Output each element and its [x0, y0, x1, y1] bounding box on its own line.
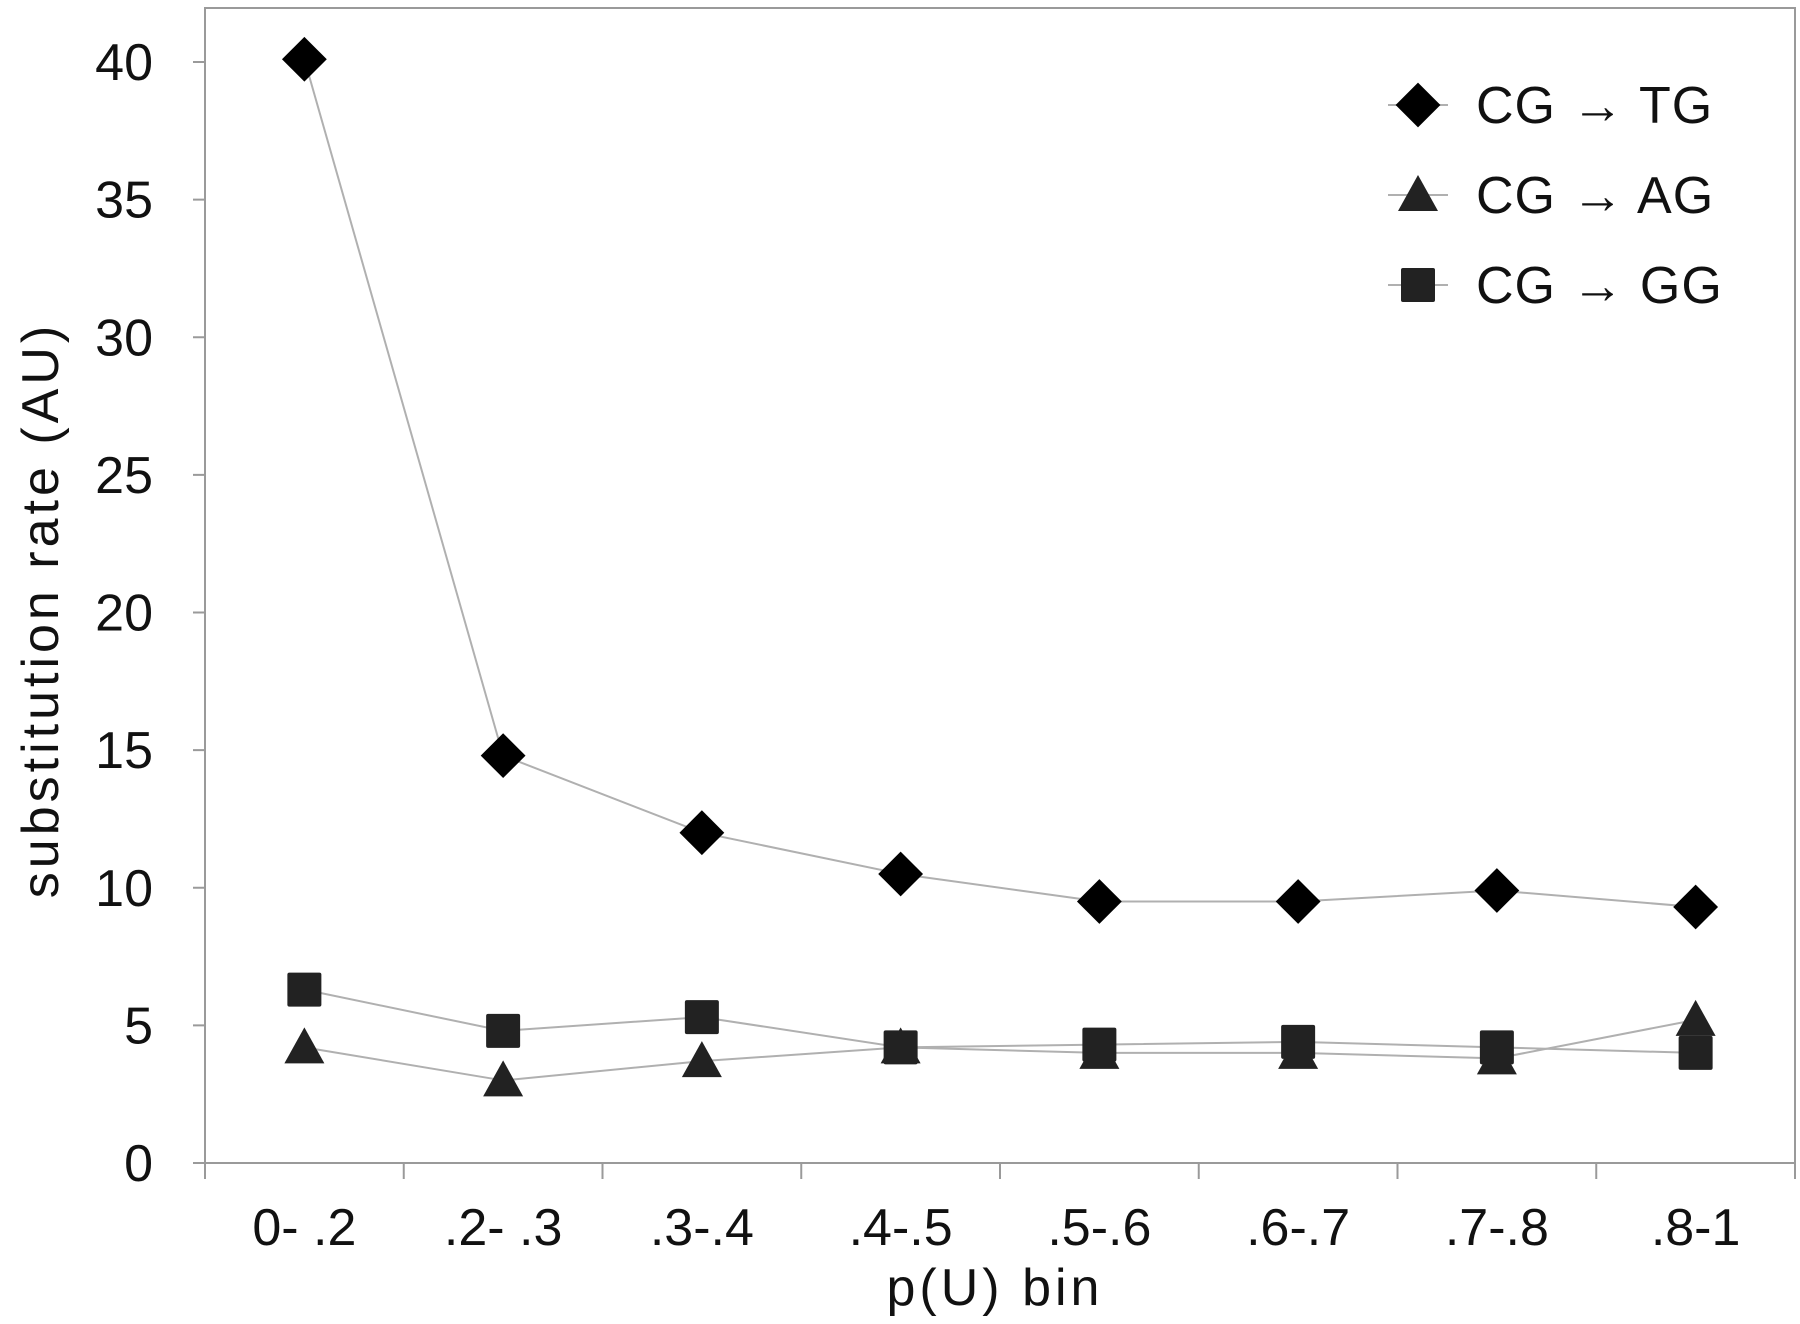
- y-tick-label: 40: [95, 34, 153, 92]
- series-line: [304, 988, 1696, 1054]
- triangle-point: [1675, 999, 1716, 1036]
- legend-label: CG → AG: [1476, 167, 1714, 225]
- y-tick-label: 5: [124, 997, 153, 1055]
- square-point: [1479, 1030, 1514, 1065]
- y-tick-label: 15: [95, 722, 153, 780]
- legend-square-marker: [1401, 268, 1435, 302]
- y-tick-label: 20: [95, 585, 153, 643]
- x-tick-label: .4-.5: [849, 1199, 953, 1257]
- y-tick-label: 35: [95, 172, 153, 230]
- x-axis-label: p(U) bin: [887, 1259, 1104, 1317]
- y-axis-ticks: 0 5 10 15 20 25 30 35 40: [95, 34, 205, 1193]
- x-tick-label: .8-1: [1651, 1199, 1741, 1257]
- square-point: [1678, 1035, 1713, 1070]
- diamond-point: [1076, 879, 1122, 924]
- diamond-point: [281, 36, 327, 82]
- x-tick-label: 0- .2: [252, 1199, 356, 1257]
- diamond-point: [480, 733, 526, 779]
- x-tick-label: .3-.4: [650, 1199, 754, 1257]
- diamond-point: [1275, 879, 1321, 924]
- square-point: [287, 972, 322, 1007]
- series-line: [303, 58, 1696, 909]
- square-point: [1082, 1027, 1117, 1062]
- diamond-point: [679, 810, 725, 856]
- legend-diamond-marker: [1395, 82, 1441, 128]
- legend-label: CG → TG: [1476, 77, 1713, 135]
- square-point: [1281, 1024, 1316, 1059]
- y-tick-label: 0: [124, 1135, 153, 1193]
- series-layer: [281, 36, 1719, 1097]
- x-axis-ticks: 0- .2 .2- .3 .3-.4 .4-.5 .5-.6 .6-.7 .7-.8 .8-1: [204, 1163, 1796, 1257]
- x-tick-label: .6-.7: [1246, 1199, 1350, 1257]
- x-tick-label: .7-.8: [1445, 1199, 1549, 1257]
- triangle-point: [681, 1041, 722, 1078]
- diamond-point: [878, 851, 924, 897]
- x-tick-label: .5-.6: [1047, 1199, 1151, 1257]
- square-point: [684, 1000, 719, 1035]
- legend-label: CG → GG: [1476, 257, 1723, 315]
- triangle-point: [284, 1027, 325, 1064]
- y-tick-label: 10: [95, 860, 153, 918]
- diamond-point: [1673, 884, 1719, 930]
- square-point: [883, 1030, 918, 1065]
- legend-triangle-marker: [1398, 175, 1438, 211]
- legend: CG → TG CG → AG CG → GG: [1388, 77, 1723, 315]
- square-point: [486, 1013, 521, 1048]
- y-tick-label: 25: [95, 447, 153, 505]
- diamond-point: [1474, 868, 1520, 913]
- y-axis-label: substitution rate (AU): [12, 322, 70, 898]
- series-line: [304, 1018, 1696, 1082]
- x-tick-label: .2- .3: [444, 1199, 563, 1257]
- triangle-point: [483, 1060, 524, 1097]
- y-tick-label: 30: [95, 309, 153, 367]
